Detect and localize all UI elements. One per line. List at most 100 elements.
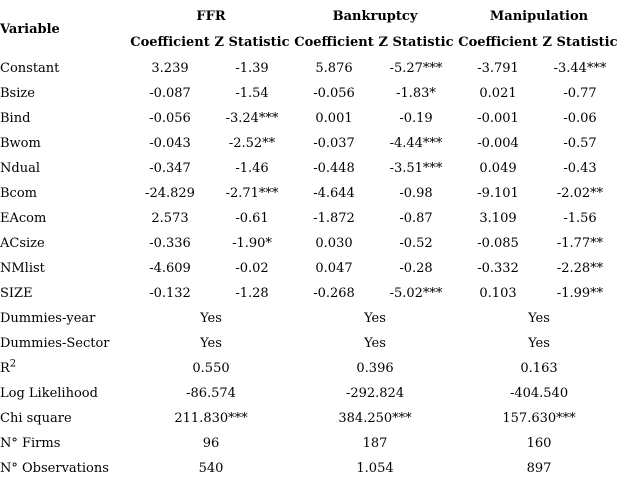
value-cell: 0.001 bbox=[315, 111, 353, 126]
value-cell: 0.021 bbox=[479, 86, 517, 101]
value-cell: 1.054 bbox=[356, 461, 394, 476]
value-cell: -1.872 bbox=[313, 211, 355, 226]
variable-label: Bcom bbox=[0, 186, 37, 201]
col-header-z-statistic: Z Statistic bbox=[214, 35, 290, 50]
value-cell: -0.77 bbox=[563, 86, 597, 101]
table-row: Dummies-year Yes Yes Yes bbox=[0, 306, 621, 331]
header-sub-row: Coefficient Z Statistic Coefficient Z St… bbox=[0, 29, 621, 56]
value-cell: -1.99** bbox=[556, 286, 604, 301]
value-cell: -0.087 bbox=[149, 86, 191, 101]
value-cell: -3.791 bbox=[477, 61, 519, 76]
value-cell: -1.28 bbox=[235, 286, 269, 301]
group-header-manipulation: Manipulation bbox=[489, 8, 589, 24]
value-cell: -0.332 bbox=[477, 261, 519, 276]
value-cell: -2.71*** bbox=[225, 186, 279, 201]
value-cell: -1.77** bbox=[556, 236, 604, 251]
variable-label-r-squared: R2 bbox=[0, 356, 129, 381]
col-header-z-statistic: Z Statistic bbox=[378, 35, 454, 50]
value-cell: -0.52 bbox=[399, 236, 433, 251]
table-row: Dummies-Sector Yes Yes Yes bbox=[0, 331, 621, 356]
variable-label: Dummies-year bbox=[0, 311, 96, 326]
value-cell: -4.644 bbox=[313, 186, 355, 201]
r-squared-exponent: 2 bbox=[9, 358, 17, 370]
variable-label: Bind bbox=[0, 111, 31, 126]
value-cell: -3.44*** bbox=[553, 61, 607, 76]
regression-results-table: Variable FFR Bankruptcy Manipulation Coe… bbox=[0, 3, 621, 481]
value-cell: 384.250*** bbox=[338, 411, 412, 426]
value-cell: 96 bbox=[202, 436, 220, 451]
value-cell: -0.06 bbox=[563, 111, 597, 126]
variable-label: Constant bbox=[0, 61, 60, 76]
value-cell: -0.336 bbox=[149, 236, 191, 251]
value-cell: -1.46 bbox=[235, 161, 269, 176]
value-cell: -0.001 bbox=[477, 111, 519, 126]
value-cell: 0.163 bbox=[520, 361, 558, 376]
value-cell: -0.02 bbox=[235, 261, 269, 276]
value-cell: -4.609 bbox=[149, 261, 191, 276]
table-row: Ndual -0.347 -1.46 -0.448 -3.51*** 0.049… bbox=[0, 156, 621, 181]
value-cell: 897 bbox=[526, 461, 552, 476]
value-cell: Yes bbox=[200, 336, 222, 351]
col-header-coefficient: Coefficient bbox=[294, 35, 374, 50]
table-row: R2 0.550 0.396 0.163 bbox=[0, 356, 621, 381]
value-cell: -1.83* bbox=[396, 86, 436, 101]
variable-label: Bwom bbox=[0, 136, 41, 151]
table-row: Log Likelihood -86.574 -292.824 -404.540 bbox=[0, 381, 621, 406]
value-cell: 5.876 bbox=[315, 61, 353, 76]
value-cell: 3.109 bbox=[479, 211, 517, 226]
value-cell: -0.056 bbox=[313, 86, 355, 101]
col-header-coefficient: Coefficient bbox=[458, 35, 538, 50]
value-cell: 211.830*** bbox=[174, 411, 248, 426]
variable-label: N° Firms bbox=[0, 436, 61, 451]
variable-column-header: Variable bbox=[0, 22, 60, 37]
value-cell: -1.54 bbox=[235, 86, 269, 101]
value-cell: -0.61 bbox=[235, 211, 269, 226]
value-cell: -0.037 bbox=[313, 136, 355, 151]
table-row: N° Firms 96 187 160 bbox=[0, 431, 621, 456]
value-cell: -86.574 bbox=[186, 386, 236, 401]
table-row: Chi square 211.830*** 384.250*** 157.630… bbox=[0, 406, 621, 431]
variable-label: Log Likelihood bbox=[0, 386, 98, 401]
col-header-z-statistic: Z Statistic bbox=[542, 35, 618, 50]
variable-label: Bsize bbox=[0, 86, 35, 101]
value-cell: -2.02** bbox=[556, 186, 604, 201]
value-cell: Yes bbox=[528, 311, 550, 326]
table-row: Constant 3.239 -1.39 5.876 -5.27*** -3.7… bbox=[0, 56, 621, 81]
value-cell: -0.085 bbox=[477, 236, 519, 251]
value-cell: 160 bbox=[526, 436, 552, 451]
table-row: SIZE -0.132 -1.28 -0.268 -5.02*** 0.103 … bbox=[0, 281, 621, 306]
value-cell: Yes bbox=[364, 336, 386, 351]
group-header-bankruptcy: Bankruptcy bbox=[332, 8, 418, 24]
value-cell: -3.24*** bbox=[225, 111, 279, 126]
table-row: Bcom -24.829 -2.71*** -4.644 -0.98 -9.10… bbox=[0, 181, 621, 206]
value-cell: -0.19 bbox=[399, 111, 433, 126]
group-header-ffr: FFR bbox=[196, 8, 226, 24]
value-cell: -0.28 bbox=[399, 261, 433, 276]
value-cell: -0.004 bbox=[477, 136, 519, 151]
variable-label: N° Observations bbox=[0, 461, 109, 476]
value-cell: -404.540 bbox=[509, 386, 569, 401]
value-cell: 187 bbox=[362, 436, 388, 451]
value-cell: -0.448 bbox=[313, 161, 355, 176]
variable-label: EAcom bbox=[0, 211, 47, 226]
value-cell: -0.98 bbox=[399, 186, 433, 201]
value-cell: -0.132 bbox=[149, 286, 191, 301]
table-row: N° Observations 540 1.054 897 bbox=[0, 456, 621, 481]
value-cell: Yes bbox=[528, 336, 550, 351]
table-row: EAcom 2.573 -0.61 -1.872 -0.87 3.109 -1.… bbox=[0, 206, 621, 231]
variable-label: Ndual bbox=[0, 161, 40, 176]
value-cell: -2.28** bbox=[556, 261, 604, 276]
value-cell: Yes bbox=[200, 311, 222, 326]
value-cell: -5.02*** bbox=[389, 286, 443, 301]
value-cell: -9.101 bbox=[477, 186, 519, 201]
variable-label: Dummies-Sector bbox=[0, 336, 110, 351]
value-cell: -1.39 bbox=[235, 61, 269, 76]
value-cell: -0.43 bbox=[563, 161, 597, 176]
variable-label: Chi square bbox=[0, 411, 72, 426]
value-cell: -0.347 bbox=[149, 161, 191, 176]
value-cell: -3.51*** bbox=[389, 161, 443, 176]
value-cell: -0.268 bbox=[313, 286, 355, 301]
header-group-row: Variable FFR Bankruptcy Manipulation bbox=[0, 3, 621, 38]
value-cell: 0.103 bbox=[479, 286, 517, 301]
